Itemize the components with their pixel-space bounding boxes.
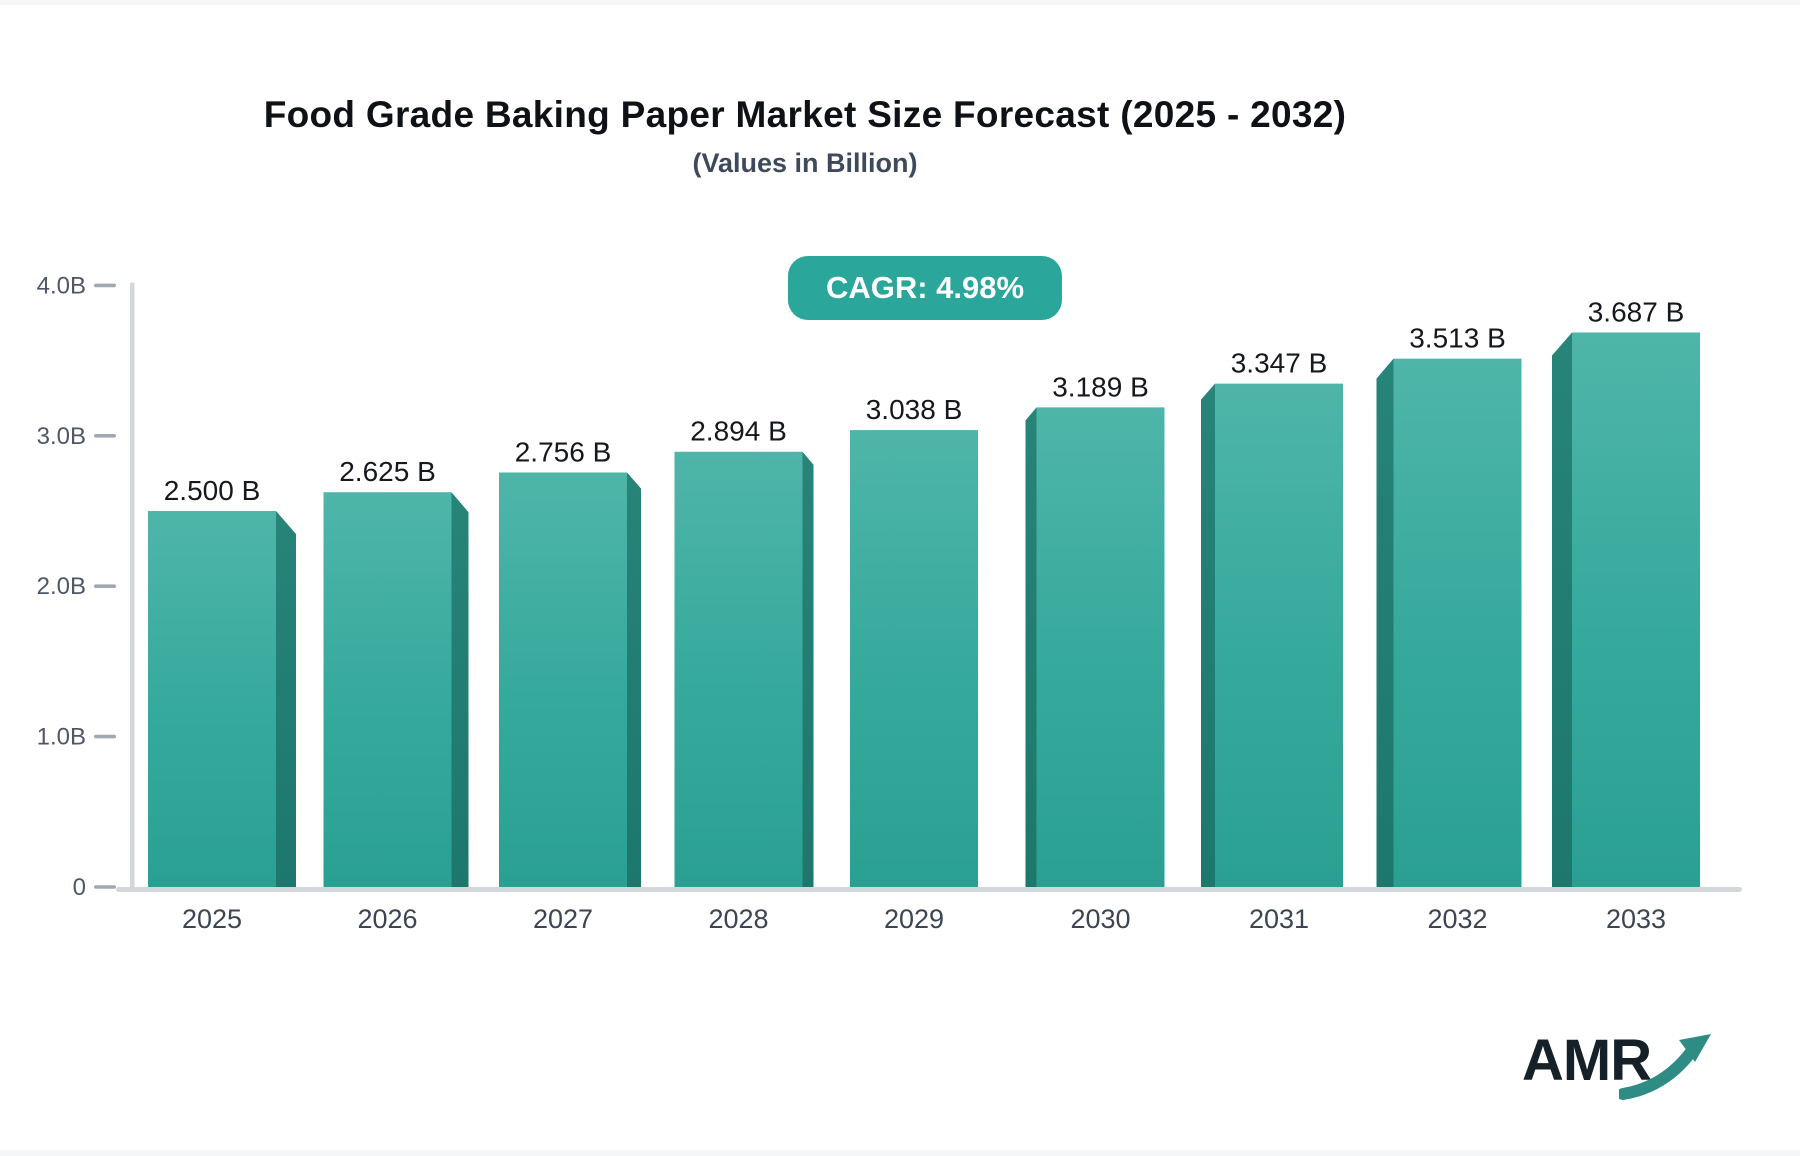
top-edge-strip — [0, 0, 1800, 5]
bar-value-label-2033: 3.687 B — [1588, 296, 1685, 327]
bar-2027 — [499, 472, 627, 887]
y-axis-tick — [94, 734, 116, 739]
bar-2033 — [1572, 332, 1700, 887]
bar-group-2026: 2.625 B 2026 — [323, 456, 469, 934]
bar-2030 — [1036, 407, 1165, 887]
bar-2026 — [323, 492, 452, 887]
cagr-badge-label: CAGR: 4.98% — [825, 270, 1025, 305]
bar-group-2027: 2.756 B 2027 — [499, 436, 641, 934]
bar-2032 — [1393, 358, 1522, 888]
bar-group-2033: 3.687 B 2033 — [1552, 296, 1700, 934]
bar-side-2025 — [276, 511, 296, 887]
bar-side-2032 — [1376, 358, 1394, 888]
x-axis-label-2028: 2028 — [708, 904, 768, 934]
bar-value-label-2032: 3.513 B — [1409, 323, 1506, 354]
y-axis-tick-label: 4.0B — [37, 272, 86, 299]
y-axis-tick-label: 1.0B — [37, 724, 86, 751]
bar-2025 — [148, 511, 276, 887]
x-axis-label-2025: 2025 — [182, 904, 242, 934]
y-axis-line — [130, 282, 135, 892]
x-axis-label-2030: 2030 — [1070, 904, 1130, 934]
amr-logo-text: AMR — [1522, 1028, 1652, 1093]
bar-group-2029: 3.038 B 2029 — [850, 394, 978, 934]
bar-group-2025: 2.500 B 2025 — [148, 475, 296, 934]
bar-group-2032: 3.513 B 2032 — [1376, 323, 1522, 934]
bar-value-label-2028: 2.894 B — [690, 416, 787, 447]
bar-side-2027 — [627, 472, 641, 887]
bar-group-2030: 3.189 B 2030 — [1025, 371, 1165, 934]
bar-group-2031: 3.347 B 2031 — [1201, 348, 1343, 934]
bar-value-label-2030: 3.189 B — [1052, 371, 1149, 402]
x-axis-line — [116, 887, 1742, 892]
bottom-edge-strip — [0, 1150, 1800, 1156]
bar-2028 — [674, 451, 803, 887]
chart-subtitle: (Values in Billion) — [692, 148, 918, 178]
x-axis-label-2029: 2029 — [884, 904, 944, 934]
y-axis-tick — [94, 584, 116, 588]
bar-side-2026 — [451, 492, 469, 887]
bar-side-2031 — [1201, 383, 1215, 887]
bar-value-label-2031: 3.347 B — [1231, 348, 1328, 379]
bar-value-label-2029: 3.038 B — [866, 394, 963, 425]
bar-value-label-2025: 2.500 B — [164, 475, 261, 506]
x-axis-label-2027: 2027 — [533, 904, 593, 934]
bar-value-label-2027: 2.756 B — [515, 436, 612, 467]
bar-side-2028 — [802, 451, 814, 887]
y-axis-tick — [94, 283, 116, 288]
bar-group-2028: 2.894 B 2028 — [674, 416, 814, 934]
y-axis-tick — [94, 885, 116, 889]
chart-title: Food Grade Baking Paper Market Size Fore… — [263, 94, 1347, 135]
trend-up-arrow-icon — [1619, 1034, 1712, 1100]
x-axis-label-2032: 2032 — [1427, 904, 1487, 934]
cagr-badge: CAGR: 4.98% — [787, 256, 1063, 320]
y-axis-tick-label: 2.0B — [37, 573, 86, 600]
y-axis-tick-label: 0 — [73, 874, 86, 901]
x-axis-label-2031: 2031 — [1249, 904, 1309, 934]
y-axis-tick-label: 3.0B — [37, 423, 86, 450]
bar-side-2033 — [1552, 332, 1572, 887]
x-axis-label-2026: 2026 — [357, 904, 417, 934]
bar-2031 — [1215, 383, 1343, 887]
bar-2029 — [850, 430, 978, 887]
x-axis-label-2033: 2033 — [1606, 904, 1666, 934]
amr-logo: AMR — [1522, 1032, 1715, 1104]
y-axis-tick — [94, 434, 116, 438]
bar-value-label-2026: 2.625 B — [339, 456, 436, 487]
bar-side-2030 — [1025, 407, 1037, 887]
